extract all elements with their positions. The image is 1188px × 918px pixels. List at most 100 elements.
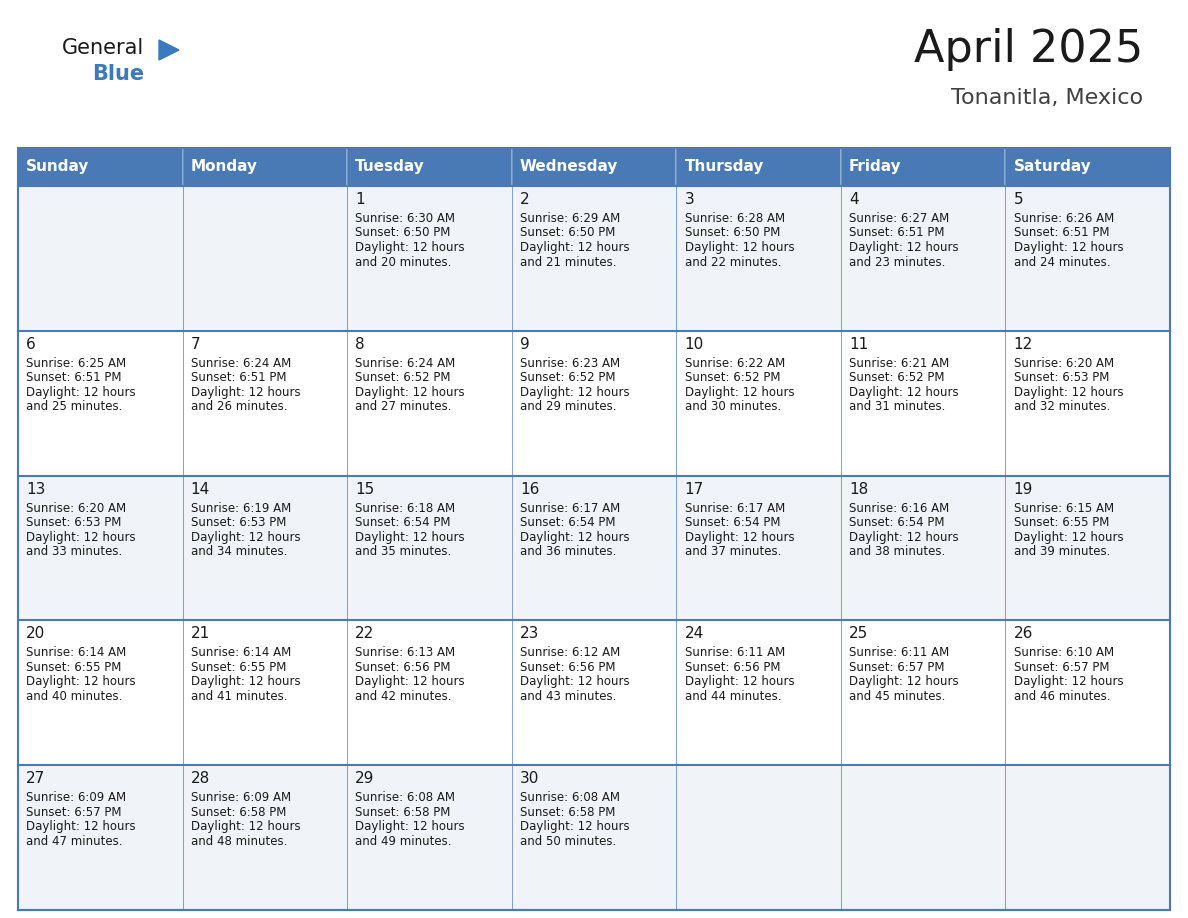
Bar xyxy=(18,186,183,330)
Text: and 43 minutes.: and 43 minutes. xyxy=(520,690,617,703)
Text: Sunset: 6:57 PM: Sunset: 6:57 PM xyxy=(26,806,121,819)
Text: Daylight: 12 hours: Daylight: 12 hours xyxy=(520,386,630,398)
Text: Sunset: 6:54 PM: Sunset: 6:54 PM xyxy=(355,516,451,529)
Text: Daylight: 12 hours: Daylight: 12 hours xyxy=(355,820,465,834)
Bar xyxy=(183,621,347,766)
Text: Sunrise: 6:13 AM: Sunrise: 6:13 AM xyxy=(355,646,455,659)
Text: Daylight: 12 hours: Daylight: 12 hours xyxy=(355,386,465,398)
Text: Daylight: 12 hours: Daylight: 12 hours xyxy=(355,241,465,254)
Text: 7: 7 xyxy=(191,337,201,352)
Text: Daylight: 12 hours: Daylight: 12 hours xyxy=(849,241,959,254)
Text: Sunrise: 6:19 AM: Sunrise: 6:19 AM xyxy=(191,501,291,515)
Bar xyxy=(347,621,512,766)
Text: 25: 25 xyxy=(849,626,868,642)
Text: Daylight: 12 hours: Daylight: 12 hours xyxy=(26,820,135,834)
Text: Sunrise: 6:15 AM: Sunrise: 6:15 AM xyxy=(1013,501,1114,515)
Text: Sunset: 6:52 PM: Sunset: 6:52 PM xyxy=(355,371,451,385)
Text: Daylight: 12 hours: Daylight: 12 hours xyxy=(355,676,465,688)
Text: 15: 15 xyxy=(355,482,374,497)
Text: 27: 27 xyxy=(26,771,45,786)
Text: 1: 1 xyxy=(355,192,365,207)
Text: and 50 minutes.: and 50 minutes. xyxy=(520,834,617,847)
Bar xyxy=(841,766,1005,910)
Text: and 22 minutes.: and 22 minutes. xyxy=(684,255,781,268)
Text: Sunset: 6:56 PM: Sunset: 6:56 PM xyxy=(355,661,451,674)
Bar xyxy=(1005,766,1170,910)
Text: and 23 minutes.: and 23 minutes. xyxy=(849,255,946,268)
Text: Sunrise: 6:24 AM: Sunrise: 6:24 AM xyxy=(191,357,291,370)
Bar xyxy=(18,148,183,186)
Text: 17: 17 xyxy=(684,482,703,497)
Text: Wednesday: Wednesday xyxy=(520,160,618,174)
Text: and 33 minutes.: and 33 minutes. xyxy=(26,545,122,558)
Text: Daylight: 12 hours: Daylight: 12 hours xyxy=(355,531,465,543)
Text: Sunrise: 6:08 AM: Sunrise: 6:08 AM xyxy=(520,791,620,804)
Text: Sunset: 6:52 PM: Sunset: 6:52 PM xyxy=(849,371,944,385)
Bar xyxy=(676,186,841,330)
Bar xyxy=(676,766,841,910)
Text: 22: 22 xyxy=(355,626,374,642)
Bar xyxy=(841,186,1005,330)
Text: Sunrise: 6:20 AM: Sunrise: 6:20 AM xyxy=(1013,357,1114,370)
Text: Sunrise: 6:28 AM: Sunrise: 6:28 AM xyxy=(684,212,784,225)
Text: Daylight: 12 hours: Daylight: 12 hours xyxy=(191,386,301,398)
Bar xyxy=(18,621,183,766)
Text: Sunset: 6:57 PM: Sunset: 6:57 PM xyxy=(849,661,944,674)
Text: and 41 minutes.: and 41 minutes. xyxy=(191,690,287,703)
Text: General: General xyxy=(62,38,144,58)
Text: Sunset: 6:55 PM: Sunset: 6:55 PM xyxy=(191,661,286,674)
Bar xyxy=(1005,186,1170,330)
Text: Sunset: 6:56 PM: Sunset: 6:56 PM xyxy=(520,661,615,674)
Text: Sunrise: 6:23 AM: Sunrise: 6:23 AM xyxy=(520,357,620,370)
Text: Daylight: 12 hours: Daylight: 12 hours xyxy=(1013,676,1124,688)
Bar xyxy=(512,766,676,910)
Text: Thursday: Thursday xyxy=(684,160,764,174)
Text: Sunset: 6:54 PM: Sunset: 6:54 PM xyxy=(684,516,781,529)
Bar xyxy=(512,186,676,330)
Text: Daylight: 12 hours: Daylight: 12 hours xyxy=(191,676,301,688)
Text: 28: 28 xyxy=(191,771,210,786)
Bar xyxy=(512,330,676,476)
Text: 23: 23 xyxy=(520,626,539,642)
Text: and 21 minutes.: and 21 minutes. xyxy=(520,255,617,268)
Text: 16: 16 xyxy=(520,482,539,497)
Text: 21: 21 xyxy=(191,626,210,642)
Text: 5: 5 xyxy=(1013,192,1023,207)
Bar xyxy=(18,766,183,910)
Text: Sunset: 6:51 PM: Sunset: 6:51 PM xyxy=(849,227,944,240)
Text: Sunrise: 6:21 AM: Sunrise: 6:21 AM xyxy=(849,357,949,370)
Text: Sunrise: 6:24 AM: Sunrise: 6:24 AM xyxy=(355,357,456,370)
Bar xyxy=(512,476,676,621)
Bar xyxy=(841,476,1005,621)
Text: and 29 minutes.: and 29 minutes. xyxy=(520,400,617,413)
Text: Friday: Friday xyxy=(849,160,902,174)
Text: Tonanitla, Mexico: Tonanitla, Mexico xyxy=(950,88,1143,108)
Text: Daylight: 12 hours: Daylight: 12 hours xyxy=(520,531,630,543)
Bar xyxy=(676,621,841,766)
Bar xyxy=(676,476,841,621)
Text: Sunset: 6:50 PM: Sunset: 6:50 PM xyxy=(355,227,450,240)
Bar xyxy=(841,621,1005,766)
Text: Daylight: 12 hours: Daylight: 12 hours xyxy=(1013,531,1124,543)
Text: Sunset: 6:52 PM: Sunset: 6:52 PM xyxy=(520,371,615,385)
Bar xyxy=(183,766,347,910)
Bar xyxy=(512,621,676,766)
Text: Sunset: 6:55 PM: Sunset: 6:55 PM xyxy=(1013,516,1110,529)
Text: and 47 minutes.: and 47 minutes. xyxy=(26,834,122,847)
Text: and 45 minutes.: and 45 minutes. xyxy=(849,690,946,703)
Text: Sunrise: 6:20 AM: Sunrise: 6:20 AM xyxy=(26,501,126,515)
Bar xyxy=(347,476,512,621)
Bar xyxy=(676,330,841,476)
Text: and 31 minutes.: and 31 minutes. xyxy=(849,400,946,413)
Text: Sunset: 6:50 PM: Sunset: 6:50 PM xyxy=(684,227,779,240)
Text: Daylight: 12 hours: Daylight: 12 hours xyxy=(849,531,959,543)
Bar xyxy=(183,476,347,621)
Text: and 20 minutes.: and 20 minutes. xyxy=(355,255,451,268)
Text: 3: 3 xyxy=(684,192,694,207)
Text: Sunrise: 6:14 AM: Sunrise: 6:14 AM xyxy=(191,646,291,659)
Text: Sunrise: 6:11 AM: Sunrise: 6:11 AM xyxy=(849,646,949,659)
Text: 12: 12 xyxy=(1013,337,1032,352)
Text: Sunrise: 6:11 AM: Sunrise: 6:11 AM xyxy=(684,646,785,659)
Text: Sunset: 6:52 PM: Sunset: 6:52 PM xyxy=(684,371,781,385)
Text: Sunset: 6:51 PM: Sunset: 6:51 PM xyxy=(26,371,121,385)
